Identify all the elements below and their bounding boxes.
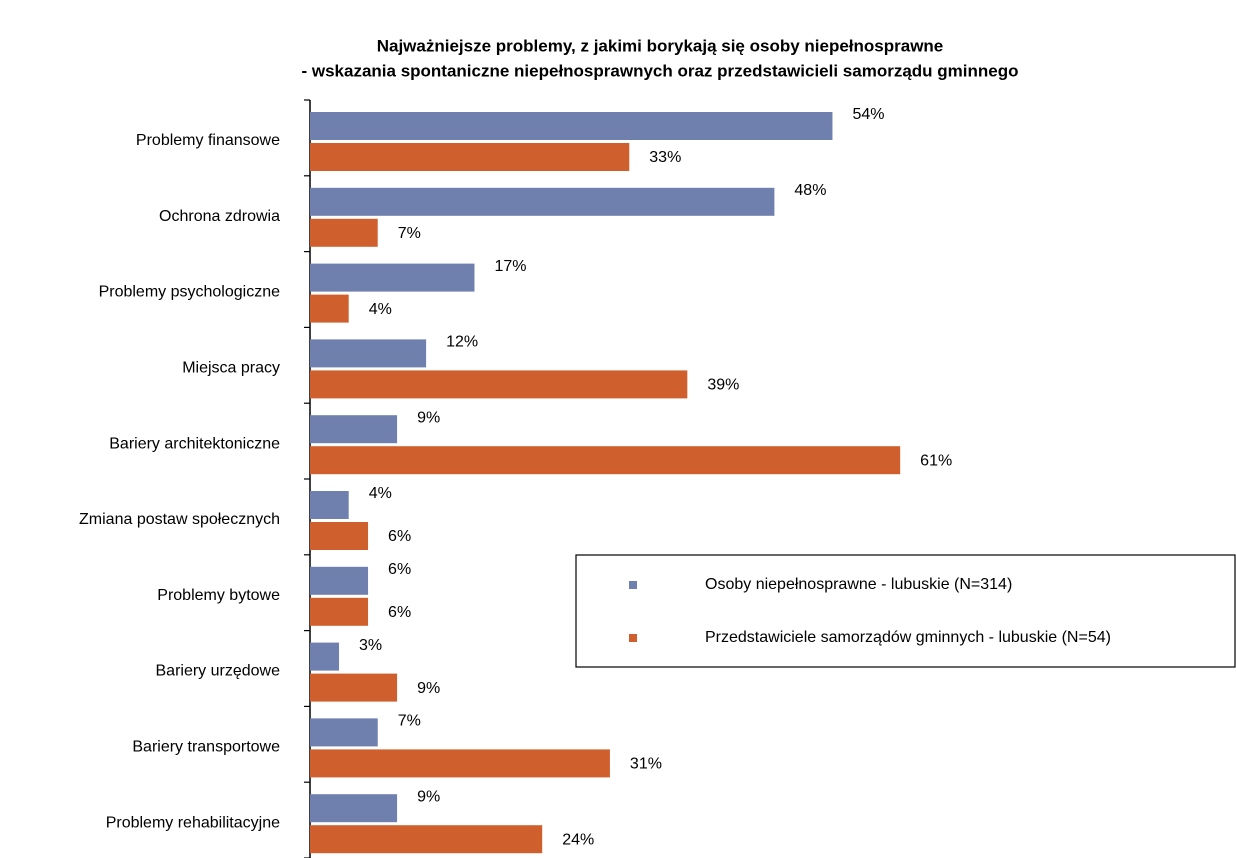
bar [310, 718, 378, 747]
value-label: 9% [417, 409, 440, 426]
value-label: 54% [852, 106, 884, 123]
bar [310, 339, 427, 368]
value-label: 4% [369, 301, 392, 318]
value-label: 48% [794, 182, 826, 199]
bar [310, 749, 610, 778]
bar [310, 522, 369, 550]
category-label: Problemy rehabilitacyjne [106, 814, 280, 831]
bar [310, 218, 378, 247]
bar [310, 491, 349, 519]
bar [310, 370, 688, 399]
value-label: 7% [398, 225, 421, 242]
value-label: 9% [417, 680, 440, 697]
value-label: 12% [446, 334, 478, 351]
value-label: 39% [707, 377, 739, 394]
category-label: Ochrona zdrowia [159, 208, 280, 225]
chart-title: Najważniejsze problemy, z jakimi borykaj… [377, 36, 944, 55]
bar [310, 794, 398, 823]
category-label: Problemy bytowe [157, 587, 280, 604]
value-label: 4% [369, 485, 392, 502]
value-label: 6% [388, 561, 411, 578]
bar [310, 446, 901, 475]
bar [310, 415, 398, 444]
chart-subtitle: - wskazania spontaniczne niepełnosprawny… [301, 61, 1018, 80]
value-label: 6% [388, 528, 411, 545]
value-label: 7% [398, 713, 421, 730]
value-label: 17% [494, 258, 526, 275]
bar [310, 642, 340, 671]
category-label: Miejsca pracy [182, 360, 280, 377]
bar [310, 187, 775, 216]
value-label: 33% [649, 149, 681, 166]
legend-swatch [629, 634, 637, 642]
bar [310, 294, 349, 323]
value-label: 9% [417, 788, 440, 805]
legend-box [575, 554, 1236, 668]
category-label: Problemy finansowe [136, 132, 280, 149]
legend-swatch [629, 581, 637, 589]
value-label: 31% [630, 756, 662, 773]
bar [310, 263, 475, 292]
category-label: Bariery transportowe [132, 739, 280, 756]
category-label: Bariery architektoniczne [109, 435, 280, 452]
bar [310, 143, 630, 171]
category-label: Zmiana postaw społecznych [79, 511, 280, 528]
bar [310, 673, 398, 702]
category-label: Problemy psychologiczne [99, 284, 281, 301]
legend-label: Osoby niepełnosprawne - lubuskie (N=314) [705, 576, 1012, 593]
bar [310, 112, 833, 140]
value-label: 6% [388, 604, 411, 621]
legend-label: Przedstawiciele samorządów gminnych - lu… [705, 629, 1111, 646]
value-label: 61% [920, 452, 952, 469]
value-label: 24% [562, 831, 594, 848]
value-label: 3% [359, 637, 382, 654]
bar [310, 597, 369, 626]
bar [310, 566, 369, 595]
bar [310, 825, 543, 854]
category-label: Bariery urzędowe [156, 663, 281, 680]
